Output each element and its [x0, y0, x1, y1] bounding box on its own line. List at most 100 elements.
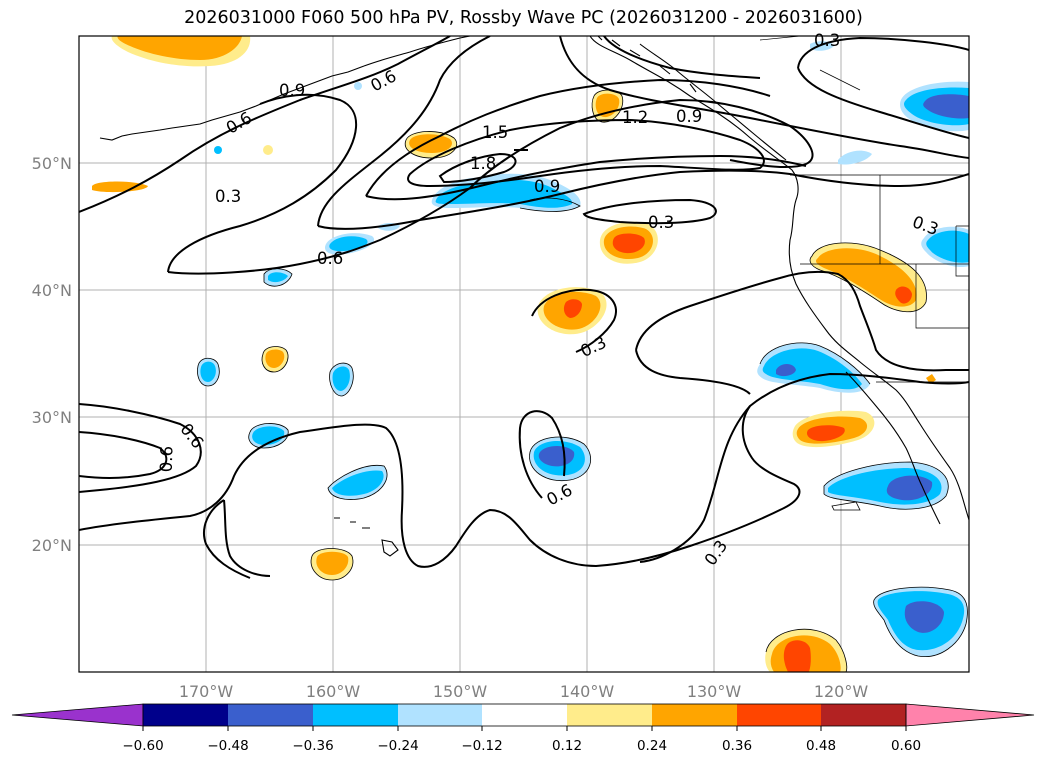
- neg-blob-13n-core: [904, 601, 944, 633]
- colorbar-tick-label: −0.48: [207, 738, 248, 754]
- contour-label: 0.9: [676, 107, 702, 126]
- pos-blob-28n-core: [806, 425, 845, 442]
- colorbar-tick-label: 0.36: [722, 738, 752, 754]
- neg-dot-171w: [214, 146, 222, 154]
- coast-bc-islands: [639, 43, 787, 161]
- coastlines: [99, 36, 969, 557]
- colorbar-segment: [567, 704, 652, 726]
- pv-contour-0.3-east-b: [635, 349, 751, 395]
- contour-label: 0.3: [648, 213, 674, 232]
- pv-contour-0.3-east: [635, 270, 969, 372]
- pv-contour-0.6-nw: [167, 93, 357, 273]
- latitude-labels: 50°N 40°N 30°N 20°N: [32, 154, 72, 555]
- lat-label-40n: 40°N: [32, 281, 72, 300]
- lon-label-170w: 170°W: [179, 682, 234, 701]
- colorbar: −0.60 −0.48 −0.36 −0.24 −0.12 0.12 0.24 …: [11, 703, 1035, 754]
- colorbar-segment: [143, 704, 228, 726]
- contour-label: 0.6: [317, 249, 343, 268]
- pv-contour-0.6-w: [79, 431, 168, 479]
- lat-label-30n: 30°N: [32, 408, 72, 427]
- neg-dot-aleutian: [354, 82, 362, 90]
- map-panel: [79, 36, 969, 672]
- contour-label: 1.8: [470, 154, 496, 173]
- outline-170w: [197, 357, 220, 387]
- outline-142w: [529, 436, 592, 482]
- colorbar-tick-label: 0.60: [891, 738, 921, 754]
- pv-contour-0.3-ne: [797, 36, 969, 69]
- pos-blob-hawaii: [316, 551, 349, 575]
- outline-23n: [327, 464, 388, 500]
- neg-blob-166w: [268, 272, 288, 283]
- pos-blob-calif-core: [895, 286, 912, 304]
- contour-label: 0.3: [215, 187, 241, 206]
- coast-north-america: [589, 36, 969, 521]
- neg-blob-160w: [332, 366, 350, 391]
- positive-pc-shading: [92, 36, 936, 672]
- outline-160w: [329, 362, 354, 397]
- coast-alaska-islands: [597, 36, 697, 93]
- outline-12n: [765, 628, 848, 672]
- colorbar-tick-label: −0.60: [122, 738, 163, 754]
- outline-165w: [261, 346, 289, 373]
- pv-contour-1.2: [365, 78, 771, 197]
- coast-baja: [845, 371, 941, 525]
- outline-socal: [759, 342, 871, 385]
- neg-blob-23n: [332, 470, 384, 496]
- contour-label: 0.3: [814, 31, 840, 50]
- outline-hawaii: [310, 548, 354, 581]
- contour-label: 0.9: [534, 177, 560, 196]
- pos-blob-w-edge: [92, 181, 148, 193]
- pos-dot-baja: [926, 374, 936, 384]
- colorbar-segment: [821, 704, 906, 726]
- colorbar-extend-min: [11, 703, 144, 727]
- pv-contour-0.9-west: [317, 36, 491, 227]
- colorbar-tick-label: 0.12: [552, 738, 582, 754]
- neg-blob-socal-core: [776, 364, 796, 377]
- contour-label: 1.2: [622, 108, 648, 127]
- colorbar-tick-label: 0.48: [806, 738, 836, 754]
- contour-label: 0.6: [157, 446, 177, 473]
- lat-label-20n: 20°N: [32, 536, 72, 555]
- pv-contour-0.3-sw-b: [223, 499, 271, 577]
- border-ut: [955, 225, 969, 277]
- colorbar-segment: [482, 704, 567, 726]
- colorbar-tick-label: −0.12: [461, 738, 502, 754]
- pv-contour-0.6-25n: [518, 410, 566, 499]
- colorbar-frame: [142, 703, 907, 727]
- pv-contour-0.3-se: [639, 405, 751, 563]
- lon-label-150w: 150°W: [433, 682, 488, 701]
- neg-blob-24n-core: [886, 475, 933, 501]
- colorbar-segment: [652, 704, 737, 726]
- lat-label-50n: 50°N: [32, 154, 72, 173]
- neg-blob-jet: [435, 179, 573, 208]
- neg-blob-socal: [762, 348, 862, 390]
- colorbar-segment: [737, 704, 821, 726]
- pv-contour-1.2-south: [365, 154, 807, 201]
- pc-outline-contours: [197, 89, 968, 672]
- contour-label: 1.5: [482, 123, 508, 142]
- longitude-labels: 170°W 160°W 150°W 140°W 130°W 120°W: [179, 682, 869, 701]
- colorbar-tick-label: 0.24: [637, 738, 667, 754]
- pv-contour-0.3-w: [79, 403, 202, 493]
- outline-calif: [809, 242, 927, 313]
- pos-blob-39n-core: [563, 299, 582, 318]
- border-nv: [915, 264, 969, 329]
- border-alaska-canada: [759, 36, 861, 91]
- pv-contours: [79, 36, 969, 579]
- neg-blob-ne-core: [923, 94, 969, 119]
- lon-label-160w: 160°W: [306, 682, 361, 701]
- pos-blob-165w: [265, 349, 285, 368]
- colorbar-tick-label: −0.36: [292, 738, 333, 754]
- outline-28n-w: [248, 423, 289, 449]
- coast-hawaii: [334, 517, 399, 557]
- neg-blob-vancouver: [838, 150, 872, 165]
- pv-contour-1.5: [407, 118, 765, 188]
- pv-contour-0.3-sw: [203, 499, 251, 579]
- pos-blob-43n-core: [612, 233, 645, 254]
- lon-label-120w: 120°W: [814, 682, 869, 701]
- pos-blob-nw: [117, 36, 242, 60]
- pv-contour-0.3-nw: [79, 36, 451, 213]
- outline-13n: [873, 586, 968, 658]
- outline-24n-small: [831, 501, 861, 511]
- pv-contour-0.3-south: [79, 372, 969, 568]
